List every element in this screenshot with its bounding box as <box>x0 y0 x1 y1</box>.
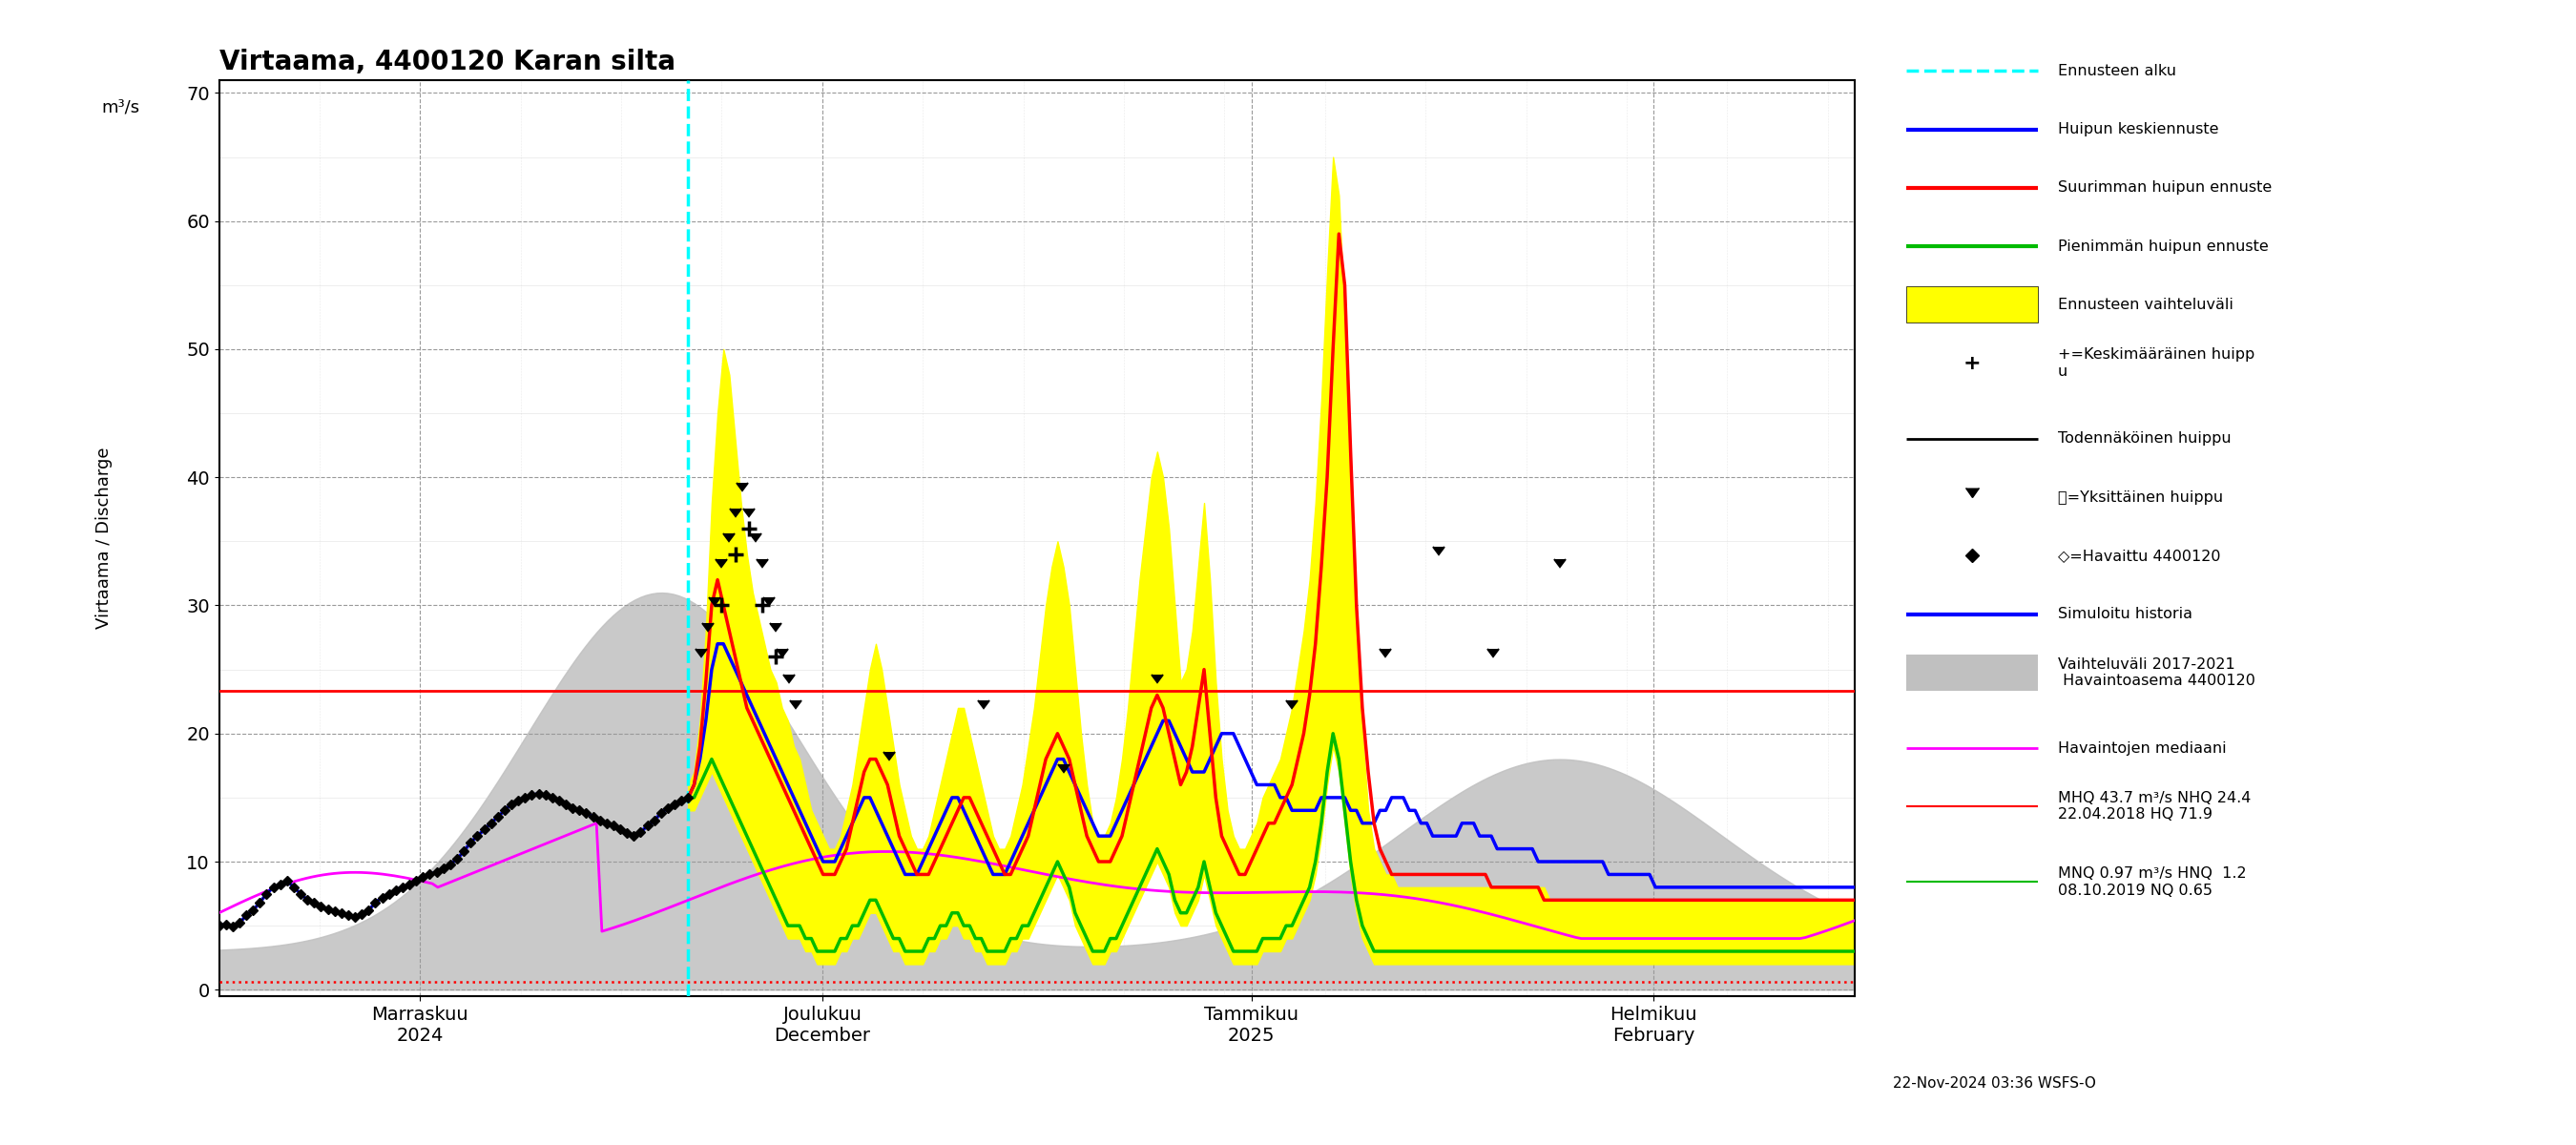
Text: MNQ 0.97 m³/s HNQ  1.2
08.10.2019 NQ 0.65: MNQ 0.97 m³/s HNQ 1.2 08.10.2019 NQ 0.65 <box>2058 867 2246 898</box>
Text: m³/s: m³/s <box>100 98 139 116</box>
Text: MHQ 43.7 m³/s NHQ 24.4
22.04.2018 HQ 71.9: MHQ 43.7 m³/s NHQ 24.4 22.04.2018 HQ 71.… <box>2058 791 2251 822</box>
Bar <box>1906 286 2038 323</box>
Text: +=Keskimääräinen huipp
u: +=Keskimääräinen huipp u <box>2058 348 2254 379</box>
Text: Ennusteen alku: Ennusteen alku <box>2058 64 2177 78</box>
Text: 22-Nov-2024 03:36 WSFS-O: 22-Nov-2024 03:36 WSFS-O <box>1893 1076 2097 1090</box>
Text: Havaintojen mediaani: Havaintojen mediaani <box>2058 741 2226 756</box>
Text: Pienimmän huipun ennuste: Pienimmän huipun ennuste <box>2058 239 2269 253</box>
Text: Virtaama / Discharge: Virtaama / Discharge <box>95 448 113 629</box>
Text: Ennusteen vaihteluväli: Ennusteen vaihteluväli <box>2058 298 2233 311</box>
Text: Vaihteluväli 2017-2021
 Havaintoasema 4400120: Vaihteluväli 2017-2021 Havaintoasema 440… <box>2058 657 2254 688</box>
Text: Huipun keskiennuste: Huipun keskiennuste <box>2058 123 2218 136</box>
Text: Suurimman huipun ennuste: Suurimman huipun ennuste <box>2058 181 2272 195</box>
Text: Todennäköinen huippu: Todennäköinen huippu <box>2058 432 2231 445</box>
Text: ◇=Havaittu 4400120: ◇=Havaittu 4400120 <box>2058 548 2221 563</box>
Text: +: + <box>1963 354 1981 373</box>
Text: ⌢=Yksittäinen huippu: ⌢=Yksittäinen huippu <box>2058 490 2223 504</box>
Text: Simuloitu historia: Simuloitu historia <box>2058 607 2192 622</box>
Bar <box>1906 655 2038 690</box>
Text: Virtaama, 4400120 Karan silta: Virtaama, 4400120 Karan silta <box>219 48 675 76</box>
